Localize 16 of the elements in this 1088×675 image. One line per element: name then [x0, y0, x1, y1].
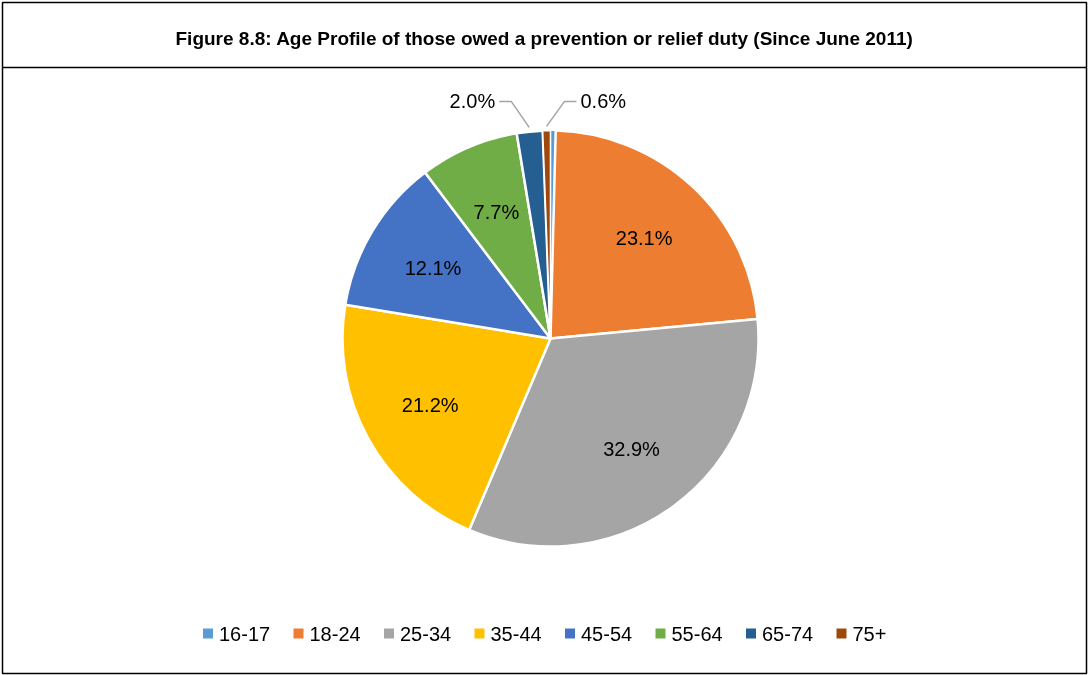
legend-label: 25-34: [400, 622, 452, 645]
data-label: 7.7%: [473, 201, 520, 224]
legend-label: 75+: [852, 622, 887, 645]
data-label: 21.2%: [401, 393, 459, 416]
data-label: 0.6%: [580, 90, 627, 113]
legend-label: 55-64: [671, 622, 723, 645]
legend-label: 45-54: [581, 622, 633, 645]
legend-label: 18-24: [309, 622, 361, 645]
legend-label: 35-44: [490, 622, 542, 645]
legend-label: 16-17: [219, 622, 271, 645]
legend-label: 65-74: [762, 622, 814, 645]
data-label: 32.9%: [603, 438, 661, 461]
data-label: 23.1%: [615, 227, 673, 250]
data-label: 2.0%: [449, 90, 496, 113]
chart-title: Figure 8.8: Age Profile of those owed a prevention or relief duty (Since June 2011): [175, 28, 913, 49]
data-label: 12.1%: [404, 256, 462, 279]
